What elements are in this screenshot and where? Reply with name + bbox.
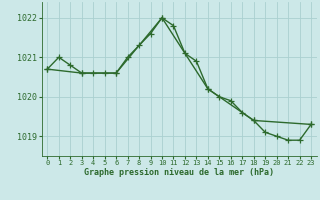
X-axis label: Graphe pression niveau de la mer (hPa): Graphe pression niveau de la mer (hPa) <box>84 168 274 177</box>
